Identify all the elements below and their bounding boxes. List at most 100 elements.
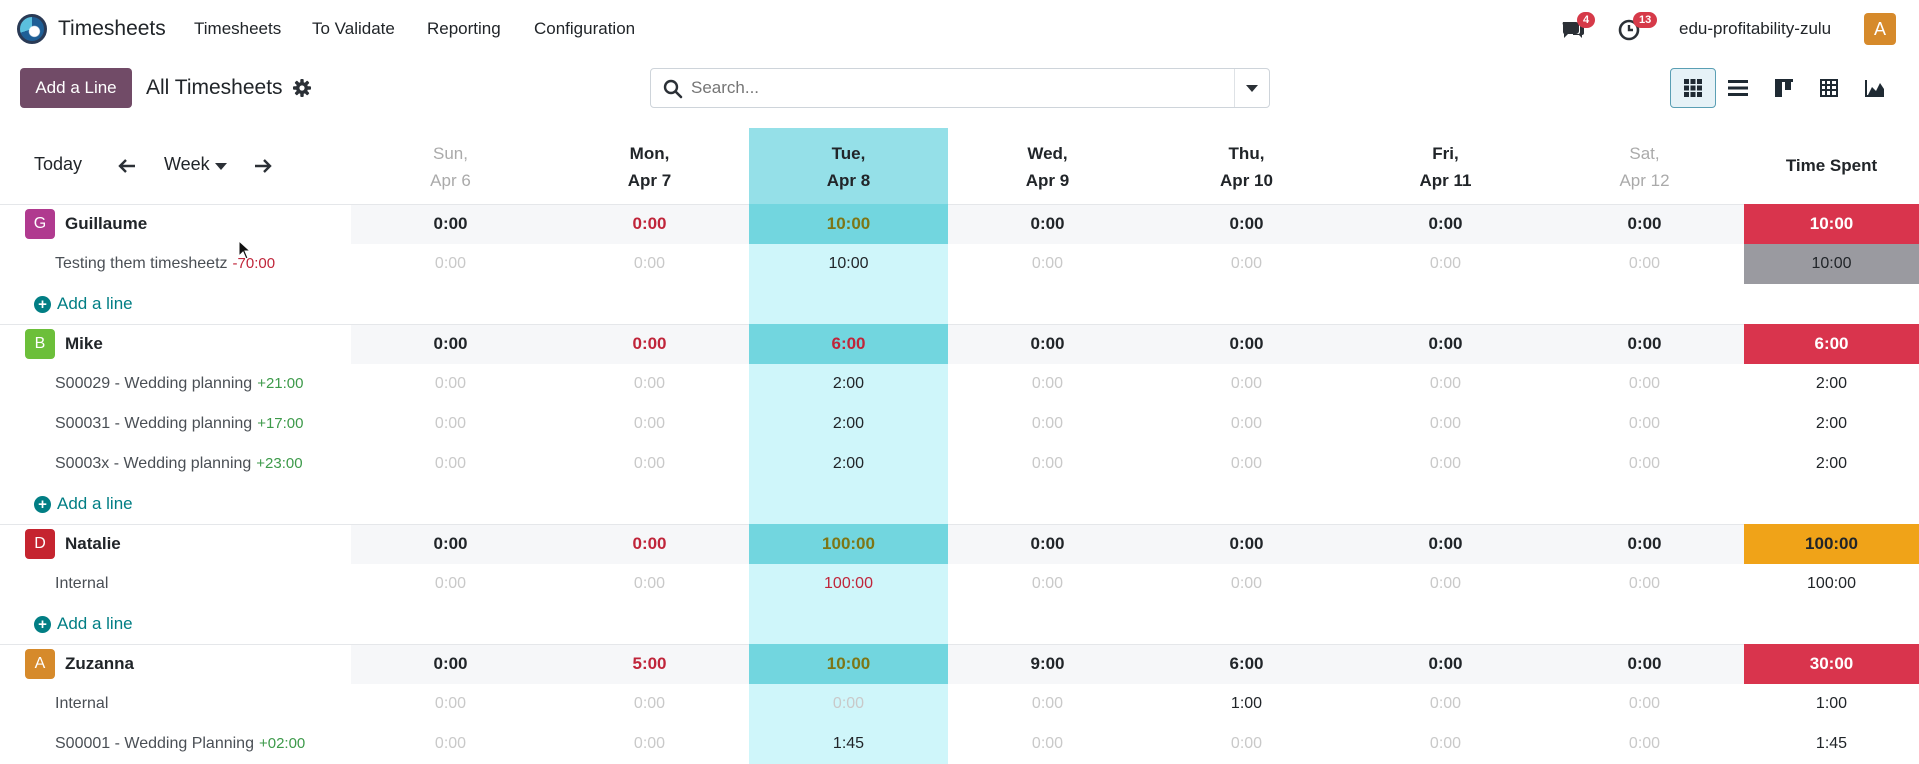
range-selector[interactable]: Week bbox=[164, 154, 210, 174]
day-name: Thu, bbox=[1228, 144, 1265, 163]
timesheet-cell[interactable]: 0:00 bbox=[1031, 575, 1064, 592]
search-bar bbox=[650, 68, 1270, 108]
company-switcher[interactable]: edu-profitability-zulu bbox=[1679, 19, 1832, 38]
timesheet-line-label[interactable]: S00031 - Wedding planning +17:00 bbox=[55, 415, 303, 433]
activity-clock-icon[interactable] bbox=[1616, 16, 1642, 42]
timesheet-cell[interactable]: 0:00 bbox=[1031, 695, 1064, 712]
timesheet-cell[interactable]: 0:00 bbox=[1230, 575, 1263, 592]
timesheet-cell[interactable]: 0:00 bbox=[1429, 695, 1462, 712]
menu-reporting[interactable]: Reporting bbox=[427, 19, 501, 38]
search-input[interactable] bbox=[691, 75, 1231, 101]
employee-day-total: 10:00 bbox=[749, 644, 948, 684]
day-header: Sun, Apr 6 bbox=[351, 128, 550, 204]
plus-circle-icon: + bbox=[34, 615, 51, 633]
timesheet-cell[interactable]: 0:00 bbox=[1230, 415, 1263, 432]
timesheet-line-label[interactable]: S00001 - Wedding Planning +02:00 bbox=[55, 735, 305, 753]
timesheet-cell[interactable]: 0:00 bbox=[1628, 255, 1661, 272]
timesheet-line-label[interactable]: S00029 - Wedding planning +21:00 bbox=[55, 375, 303, 393]
timesheet-line-label[interactable]: Testing them timesheetz -70:00 bbox=[55, 255, 275, 273]
timesheet-cell[interactable]: 0:00 bbox=[1031, 455, 1064, 472]
employee-name[interactable]: Guillaume bbox=[65, 214, 148, 233]
add-a-line-button[interactable]: Add a Line bbox=[20, 68, 132, 108]
view-pivot-button[interactable] bbox=[1806, 68, 1852, 108]
timesheet-cell[interactable]: 0:00 bbox=[832, 695, 865, 712]
timesheet-cell[interactable]: 0:00 bbox=[633, 575, 666, 592]
timesheet-cell[interactable]: 1:00 bbox=[1230, 695, 1263, 712]
timesheet-cell[interactable]: 1:45 bbox=[832, 735, 865, 752]
timesheet-cell[interactable]: 0:00 bbox=[633, 735, 666, 752]
timesheet-cell[interactable]: 0:00 bbox=[633, 415, 666, 432]
app-logo-icon[interactable] bbox=[17, 14, 47, 44]
timesheet-cell[interactable]: 0:00 bbox=[1429, 255, 1462, 272]
timesheet-cell[interactable]: 2:00 bbox=[832, 455, 865, 472]
range-caret-icon[interactable] bbox=[215, 163, 227, 171]
timesheet-cell[interactable]: 0:00 bbox=[1230, 255, 1263, 272]
timesheet-cell[interactable]: 0:00 bbox=[1429, 415, 1462, 432]
timesheet-cell[interactable]: 0:00 bbox=[1429, 575, 1462, 592]
timesheet-line-label[interactable]: S0003x - Wedding planning +23:00 bbox=[55, 455, 303, 473]
timesheet-cell[interactable]: 0:00 bbox=[633, 455, 666, 472]
timesheet-cell[interactable]: 0:00 bbox=[633, 375, 666, 392]
menu-configuration[interactable]: Configuration bbox=[534, 19, 636, 38]
timesheet-cell[interactable]: 0:00 bbox=[1429, 375, 1462, 392]
employee-day-total: 0:00 bbox=[1428, 534, 1463, 553]
today-button[interactable]: Today bbox=[34, 154, 83, 174]
timesheet-cell[interactable]: 0:00 bbox=[1031, 735, 1064, 752]
timesheet-cell[interactable]: 100:00 bbox=[824, 575, 873, 592]
timesheet-cell[interactable]: 0:00 bbox=[1230, 735, 1263, 752]
timesheet-cell[interactable]: 0:00 bbox=[1031, 415, 1064, 432]
timesheet-cell[interactable]: 2:00 bbox=[832, 375, 865, 392]
timesheet-cell[interactable]: 0:00 bbox=[434, 375, 467, 392]
timesheet-cell[interactable]: 0:00 bbox=[633, 255, 666, 272]
arrow-left-icon[interactable] bbox=[118, 158, 136, 174]
user-avatar[interactable]: A bbox=[1864, 13, 1896, 45]
timesheet-cell[interactable]: 0:00 bbox=[434, 575, 467, 592]
timesheet-cell[interactable]: 0:00 bbox=[1628, 455, 1661, 472]
kanban-icon bbox=[1775, 79, 1793, 97]
chevron-down-icon[interactable] bbox=[1245, 83, 1259, 93]
employee-day-total: 0:00 bbox=[632, 534, 667, 553]
timesheet-cell[interactable]: 0:00 bbox=[1031, 375, 1064, 392]
timesheet-cell[interactable]: 0:00 bbox=[1628, 375, 1661, 392]
timesheet-cell[interactable]: 0:00 bbox=[434, 695, 467, 712]
graph-icon bbox=[1865, 80, 1884, 97]
day-name: Sun, bbox=[433, 144, 468, 163]
timesheet-line-label[interactable]: Internal bbox=[55, 695, 108, 713]
timesheet-cell[interactable]: 0:00 bbox=[1628, 695, 1661, 712]
gear-icon[interactable] bbox=[292, 78, 312, 98]
timesheet-cell[interactable]: 0:00 bbox=[633, 695, 666, 712]
add-a-line-link[interactable]: + Add a line bbox=[34, 494, 133, 514]
app-name[interactable]: Timesheets bbox=[58, 17, 166, 40]
timesheet-cell[interactable]: 0:00 bbox=[1628, 415, 1661, 432]
timesheet-cell[interactable]: 0:00 bbox=[434, 415, 467, 432]
employee-name[interactable]: Zuzanna bbox=[65, 654, 134, 673]
view-kanban-button[interactable] bbox=[1761, 68, 1807, 108]
timesheet-cell[interactable]: 10:00 bbox=[828, 255, 869, 272]
timesheet-cell[interactable]: 0:00 bbox=[434, 455, 467, 472]
timesheet-cell[interactable]: 0:00 bbox=[1031, 255, 1064, 272]
timesheet-cell[interactable]: 0:00 bbox=[1429, 735, 1462, 752]
timesheet-cell[interactable]: 0:00 bbox=[1230, 455, 1263, 472]
timesheet-cell[interactable]: 0:00 bbox=[1429, 455, 1462, 472]
messages-icon[interactable] bbox=[1560, 16, 1586, 42]
view-grid-button[interactable] bbox=[1670, 68, 1716, 108]
menu-to-validate[interactable]: To Validate bbox=[312, 19, 395, 38]
timesheet-cell[interactable]: 2:00 bbox=[832, 415, 865, 432]
employee-name[interactable]: Mike bbox=[65, 334, 103, 353]
add-a-line-link[interactable]: + Add a line bbox=[34, 614, 133, 634]
timesheet-line-label[interactable]: Internal bbox=[55, 575, 108, 593]
timesheet-cell[interactable]: 0:00 bbox=[434, 255, 467, 272]
timesheet-cell[interactable]: 0:00 bbox=[1628, 735, 1661, 752]
menu-timesheets[interactable]: Timesheets bbox=[194, 19, 282, 38]
employee-name[interactable]: Natalie bbox=[65, 534, 121, 553]
arrow-right-icon[interactable] bbox=[254, 158, 272, 174]
view-list-button[interactable] bbox=[1715, 68, 1761, 108]
add-a-line-link[interactable]: + Add a line bbox=[34, 294, 133, 314]
timesheet-cell[interactable]: 0:00 bbox=[1230, 375, 1263, 392]
day-date: Apr 6 bbox=[430, 171, 471, 190]
timesheet-cell[interactable]: 0:00 bbox=[1628, 575, 1661, 592]
employee-day-total: 0:00 bbox=[1229, 214, 1264, 233]
view-graph-button[interactable] bbox=[1852, 68, 1898, 108]
timesheet-cell[interactable]: 0:00 bbox=[434, 735, 467, 752]
day-header: Tue, Apr 8 bbox=[749, 128, 948, 204]
